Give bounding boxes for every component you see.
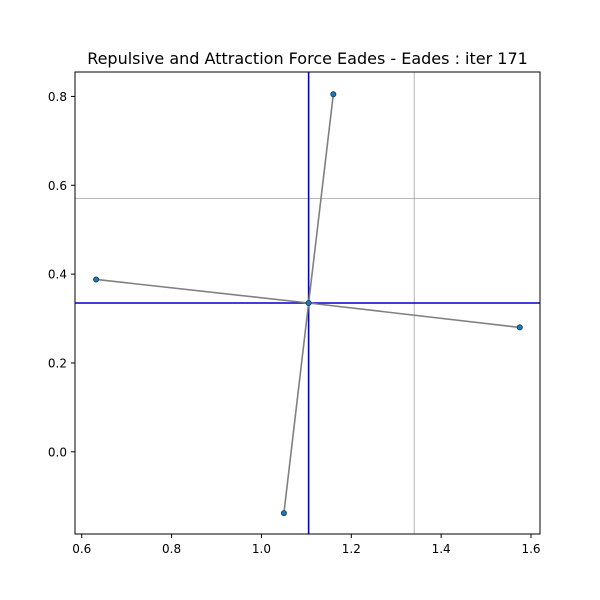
plot-area: 0.6 0.8 1.0 1.2 1.4 1.6 0.0 0.2 0.4 0.6 0.8: [48, 71, 541, 556]
y-tick-label: 0.0: [48, 445, 67, 459]
graph-edge: [96, 278, 309, 304]
graph-node: [93, 276, 100, 283]
graph-edge: [307, 94, 335, 304]
graph-node: [305, 299, 312, 306]
y-tick-label: 0.4: [48, 268, 67, 282]
x-tick-label: 0.8: [162, 542, 181, 556]
x-tick-label: 1.6: [521, 542, 540, 556]
graph-node: [330, 91, 337, 98]
x-tick-label: 0.6: [72, 542, 91, 556]
y-tick-label: 0.8: [48, 90, 67, 104]
chart-title: Repulsive and Attraction Force Eades - E…: [87, 49, 528, 68]
graph-edge: [283, 302, 310, 514]
graph-node: [516, 324, 523, 331]
axes-frame: [74, 71, 541, 535]
x-tick-label: 1.4: [432, 542, 451, 556]
graph-edge: [308, 302, 520, 329]
x-tick-label: 1.0: [252, 542, 271, 556]
y-tick-label: 0.6: [48, 179, 67, 193]
y-tick-label: 0.2: [48, 356, 67, 370]
x-tick-label: 1.2: [342, 542, 361, 556]
graph-node: [280, 510, 287, 517]
